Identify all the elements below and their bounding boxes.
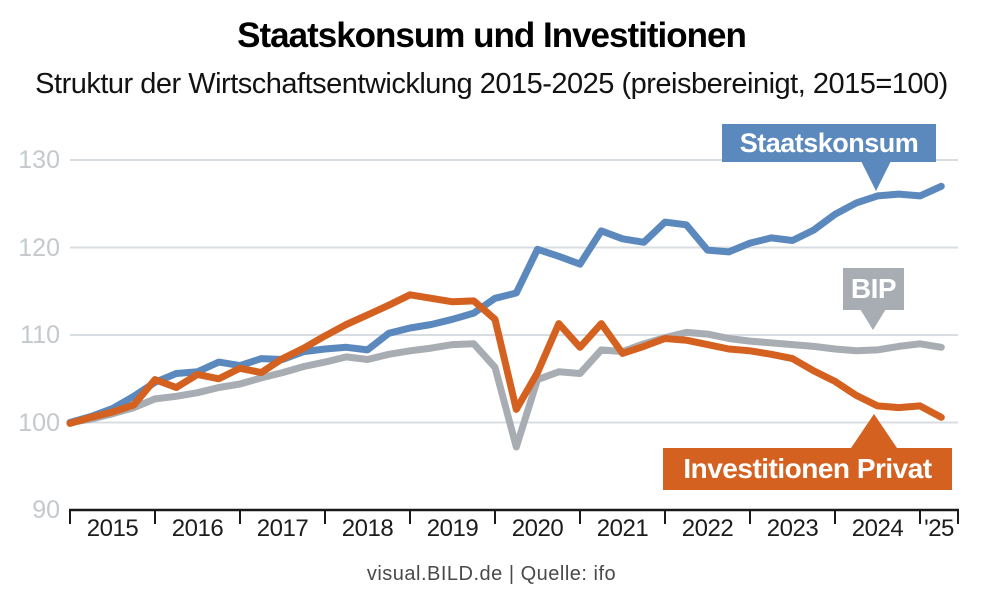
callout-investitionen-label: Investitionen Privat bbox=[683, 453, 932, 484]
y-tick-label-120: 120 bbox=[18, 233, 60, 262]
callout-staatskonsum: Staatskonsum bbox=[722, 124, 936, 191]
callout-investitionen-pointer-up-icon bbox=[851, 414, 897, 448]
callout-staatskonsum-label: Staatskonsum bbox=[739, 127, 919, 158]
y-tick-label-100: 100 bbox=[18, 408, 60, 437]
callout-investitionen: Investitionen Privat bbox=[663, 414, 952, 490]
x-tick-label-2020: 2020 bbox=[511, 515, 564, 542]
callout-staatskonsum-pointer-down-icon bbox=[861, 161, 891, 191]
x-tick-label-2018: 2018 bbox=[341, 515, 394, 542]
callout-bip-pointer-down-icon bbox=[860, 309, 886, 330]
y-tick-label-110: 110 bbox=[20, 321, 60, 349]
x-tick-label-2024: 2024 bbox=[851, 515, 904, 542]
source-credit: visual.BILD.de | Quelle: ifo bbox=[366, 563, 617, 585]
line-bip bbox=[66, 328, 945, 451]
x-tick-label-2015: 2015 bbox=[86, 515, 139, 542]
page-title: Staatskonsum und Investitionen bbox=[237, 16, 747, 55]
y-tick-label-90: 90 bbox=[32, 496, 60, 524]
x-tick-label-2017: 2017 bbox=[256, 515, 309, 542]
y-tick-label-130: 130 bbox=[18, 146, 60, 174]
x-tick-label-2023: 2023 bbox=[766, 515, 819, 542]
line-investitionen bbox=[66, 291, 945, 427]
x-tick-label-2016: 2016 bbox=[171, 515, 224, 542]
page-subtitle: Struktur der Wirtschaftsentwicklung 2015… bbox=[35, 68, 948, 100]
x-tick-label-25: '25 bbox=[924, 515, 954, 542]
line-staatskonsum bbox=[66, 182, 945, 426]
callout-bip-label: BIP bbox=[850, 273, 897, 304]
x-tick-label-2021: 2021 bbox=[596, 515, 649, 542]
x-tick-label-2019: 2019 bbox=[426, 515, 479, 542]
callout-bip: BIP bbox=[843, 268, 904, 330]
x-tick-label-2022: 2022 bbox=[681, 515, 734, 542]
